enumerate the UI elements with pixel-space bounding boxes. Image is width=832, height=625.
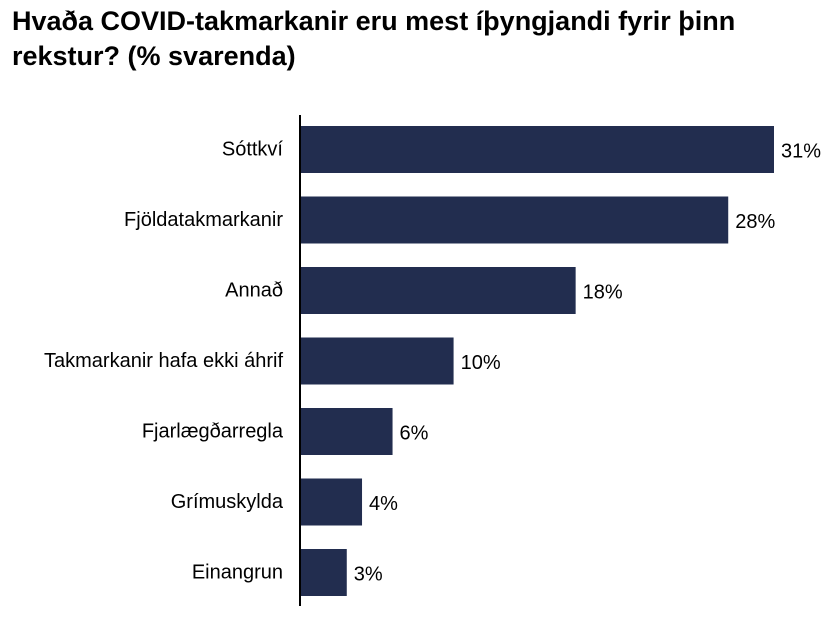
- category-label: Fjöldatakmarkanir: [124, 209, 283, 231]
- value-label: 10%: [461, 352, 501, 374]
- value-label: 4%: [369, 493, 398, 515]
- bar: [301, 337, 454, 385]
- category-label: Sóttkví: [222, 139, 284, 161]
- category-labels-group: Sóttkví Fjöldatakmarkanir Annað Takmarkanir…: [44, 139, 284, 584]
- value-label: 28%: [735, 211, 775, 233]
- value-label: 18%: [583, 282, 623, 304]
- bar: [301, 549, 347, 596]
- category-label: Takmarkanir hafa ekki áhrif: [44, 350, 283, 372]
- category-label: Grímuskylda: [171, 491, 284, 513]
- bar: [301, 478, 363, 526]
- value-label: 3%: [354, 564, 383, 586]
- chart-title: Hvaða COVID-takmarkanir eru mest íþyngja…: [12, 6, 736, 71]
- value-label: 6%: [400, 423, 429, 445]
- bars-group: [301, 126, 774, 596]
- category-label: Fjarlægðarregla: [142, 421, 284, 443]
- bar: [301, 267, 576, 314]
- category-label: Einangrun: [192, 562, 283, 584]
- bar: [301, 126, 774, 173]
- bar: [301, 408, 393, 455]
- category-label: Annað: [225, 280, 283, 302]
- value-labels-group: 31% 28% 18% 10% 6% 4% 3%: [354, 141, 821, 586]
- value-label: 31%: [781, 141, 821, 163]
- bar: [301, 196, 729, 244]
